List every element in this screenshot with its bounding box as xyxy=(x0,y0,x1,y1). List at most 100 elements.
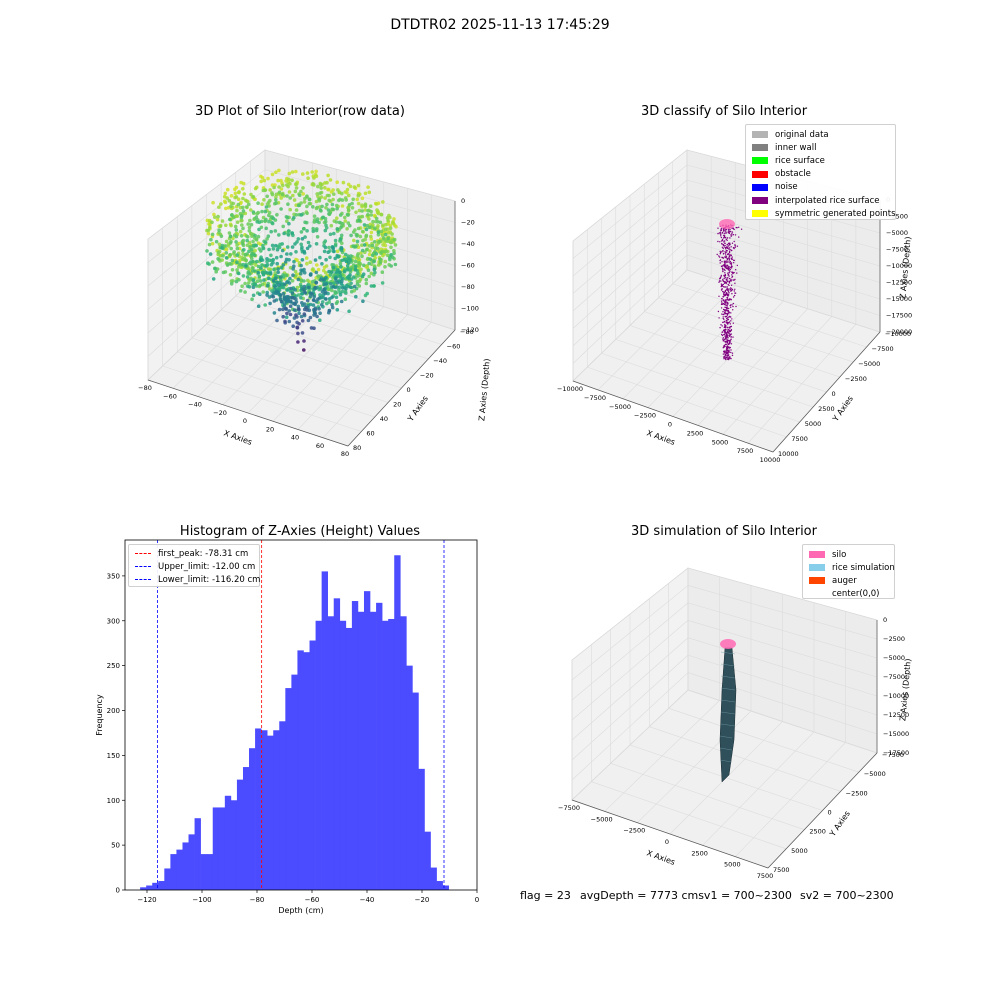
classified-point xyxy=(718,295,720,297)
classified-point xyxy=(734,288,736,290)
scatter-point xyxy=(264,217,268,222)
scatter-point xyxy=(331,265,336,270)
scatter-point xyxy=(344,291,348,295)
scatter-point xyxy=(335,253,340,258)
legend-swatch xyxy=(809,590,825,598)
histogram-frame xyxy=(124,539,478,891)
y-tick-label: 7500 xyxy=(773,866,790,874)
scatter-point xyxy=(282,295,287,299)
x-tick-label: 5000 xyxy=(724,861,741,869)
surface-mesh-line xyxy=(720,699,736,703)
z-tick-label: 0 xyxy=(461,197,465,205)
scatter-point xyxy=(290,245,295,249)
scatter-point xyxy=(229,204,233,209)
scatter-point xyxy=(278,296,283,301)
classified-point xyxy=(725,249,727,252)
scatter-point xyxy=(266,176,270,181)
scatter-point xyxy=(392,237,397,242)
classified-point xyxy=(728,245,730,247)
classified-point xyxy=(719,327,721,329)
scatter-point xyxy=(288,207,293,212)
classified-point xyxy=(725,332,728,334)
classified-point xyxy=(721,238,724,241)
classified-point xyxy=(724,237,727,239)
scatter-point xyxy=(256,304,261,308)
scatter-point xyxy=(372,240,377,244)
classified-point xyxy=(724,272,726,274)
scatter-point xyxy=(274,255,279,260)
classified-point xyxy=(728,275,730,277)
scatter-point xyxy=(277,245,282,250)
legend-entry: interpolated rice surface xyxy=(752,194,889,207)
scatter-point xyxy=(248,245,252,249)
scatter-point xyxy=(294,250,298,254)
classified-point xyxy=(718,281,720,283)
scatter-point xyxy=(331,284,336,289)
classified-point xyxy=(724,269,726,272)
scatter-point xyxy=(241,226,245,231)
classified-point xyxy=(727,248,730,250)
x-tick-label: −20 xyxy=(213,409,227,417)
classified-point xyxy=(724,230,726,232)
scatter-point xyxy=(228,253,232,257)
classified-point xyxy=(724,265,726,268)
legend-label: obstacle xyxy=(775,169,811,180)
classified-point xyxy=(725,352,728,355)
scatter-point xyxy=(356,183,361,188)
classified-point xyxy=(727,316,729,319)
scatter-point xyxy=(236,202,241,207)
classified-point xyxy=(725,251,728,253)
histogram-bar xyxy=(212,807,220,890)
scatter-point xyxy=(354,232,359,237)
scatter-point xyxy=(313,258,318,262)
scatter-point xyxy=(228,273,233,277)
scatter-point xyxy=(246,222,250,226)
classified-point xyxy=(724,247,727,249)
z-tick-label: −7500 xyxy=(886,246,908,254)
scatter-point xyxy=(302,249,307,254)
classified-point xyxy=(721,303,724,305)
scatter-point xyxy=(277,185,281,189)
classified-point xyxy=(731,276,733,278)
scatter-point xyxy=(338,292,343,297)
histogram-bar xyxy=(412,692,419,890)
scatter-point xyxy=(315,192,320,196)
scatter-point xyxy=(369,234,373,239)
classified-point xyxy=(732,305,734,308)
histogram-bar xyxy=(406,665,413,890)
y-tick-label: 0 xyxy=(407,386,411,394)
scatter-point xyxy=(296,304,301,309)
classified-point xyxy=(732,228,735,230)
scatter-point xyxy=(234,185,239,190)
scatter-point xyxy=(372,267,377,272)
histogram-ticks: −120 −100 −80 −60 −40 −20 0 0 50 100 150 200 250 300 3… xyxy=(107,572,480,904)
legend-line xyxy=(135,553,151,555)
scatter-point xyxy=(373,226,377,230)
scatter-point xyxy=(347,193,351,198)
scatter-point xyxy=(265,290,270,295)
classified-point xyxy=(729,260,731,263)
classified-point xyxy=(726,297,729,299)
classified-point xyxy=(730,284,733,286)
scatter-point xyxy=(357,279,362,284)
classified-point xyxy=(724,316,727,318)
scatter-point xyxy=(249,248,254,252)
classified-point xyxy=(718,255,720,257)
classified-point xyxy=(734,244,737,246)
scatter-point xyxy=(207,242,212,247)
x-tick-label: −60 xyxy=(305,896,320,904)
scatter-point xyxy=(371,219,375,224)
scatter-point xyxy=(281,273,285,277)
scatter-point xyxy=(218,224,223,229)
classified-point xyxy=(722,247,724,250)
classified-point xyxy=(727,349,729,352)
classified-point xyxy=(727,353,729,355)
panel2-points xyxy=(716,219,743,361)
scatter-point xyxy=(325,202,329,207)
scatter-point xyxy=(245,243,250,247)
scatter-point xyxy=(292,259,296,264)
classified-point xyxy=(734,278,736,281)
scatter-point xyxy=(294,169,298,174)
classified-point xyxy=(729,270,731,272)
scatter-point xyxy=(246,281,251,285)
